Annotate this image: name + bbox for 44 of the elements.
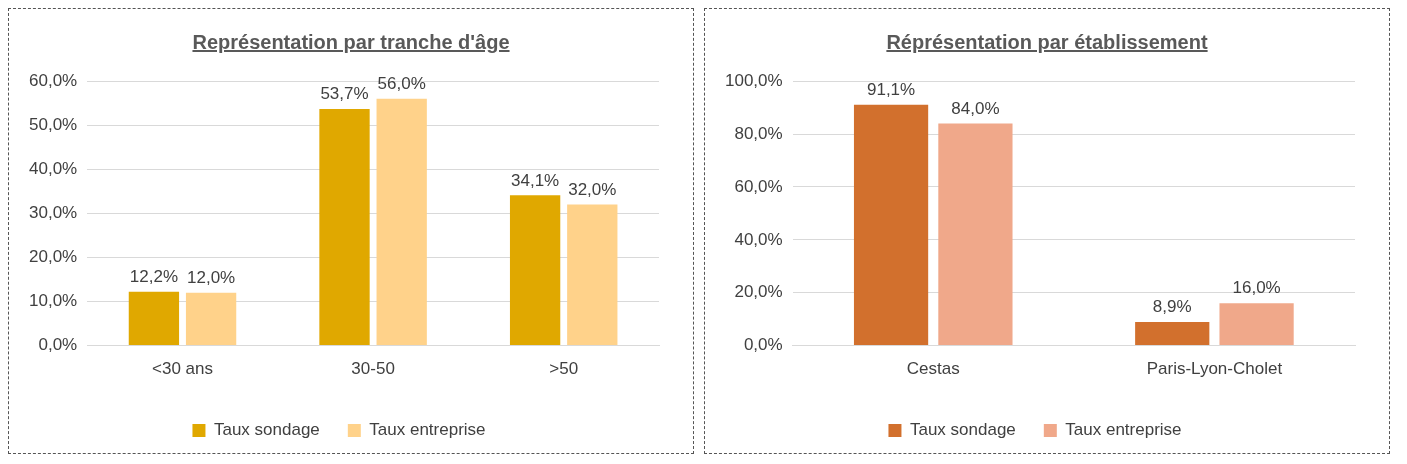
y-tick-label: 50,0% xyxy=(29,114,78,134)
bar xyxy=(509,195,561,346)
data-label: 16,0% xyxy=(1232,278,1281,298)
bar xyxy=(128,291,180,346)
x-tick-label: <30 ans xyxy=(152,359,213,379)
bar xyxy=(319,108,370,346)
x-tick-label: >50 xyxy=(549,359,579,379)
legend-label: Taux sondage xyxy=(909,420,1016,440)
bar xyxy=(1219,303,1294,346)
y-tick-label: 100,0% xyxy=(724,70,783,90)
bar xyxy=(853,104,929,346)
y-tick-label: 0,0% xyxy=(38,335,78,355)
data-label: 53,7% xyxy=(320,84,369,104)
x-tick-label: Cestas xyxy=(906,359,960,379)
data-label: 12,0% xyxy=(186,267,236,287)
y-tick-label: 20,0% xyxy=(734,282,783,302)
data-label: 84,0% xyxy=(951,98,1000,118)
data-label: 91,1% xyxy=(866,79,916,99)
y-tick-label: 40,0% xyxy=(29,159,78,179)
chart-title: Représentation par tranche d'âge xyxy=(191,31,511,55)
bar xyxy=(567,204,618,346)
legend-label: Taux sondage xyxy=(213,420,320,440)
legend-label: Taux entreprise xyxy=(369,420,486,440)
bar xyxy=(376,98,427,346)
bar xyxy=(185,292,237,346)
chart-title: Réprésentation par établissement xyxy=(885,31,1209,55)
legend-label: Taux entreprise xyxy=(1065,420,1182,440)
data-label: 56,0% xyxy=(377,74,426,94)
bar xyxy=(938,123,1013,346)
data-label: 12,2% xyxy=(129,267,179,287)
y-tick-label: 60,0% xyxy=(734,176,783,196)
data-label: 8,9% xyxy=(1152,297,1192,317)
y-tick-label: 40,0% xyxy=(734,229,783,249)
x-tick-label: Paris-Lyon-Cholet xyxy=(1146,359,1283,379)
x-tick-label: 30-50 xyxy=(351,359,395,379)
y-tick-label: 20,0% xyxy=(29,247,78,267)
bar xyxy=(1135,322,1210,346)
y-tick-label: 60,0% xyxy=(29,70,78,90)
y-tick-label: 80,0% xyxy=(734,123,783,143)
y-tick-label: 10,0% xyxy=(29,291,78,311)
data-label: 34,1% xyxy=(511,170,560,190)
y-tick-label: 30,0% xyxy=(29,203,78,223)
y-tick-label: 0,0% xyxy=(743,335,783,355)
data-label: 32,0% xyxy=(568,179,617,199)
